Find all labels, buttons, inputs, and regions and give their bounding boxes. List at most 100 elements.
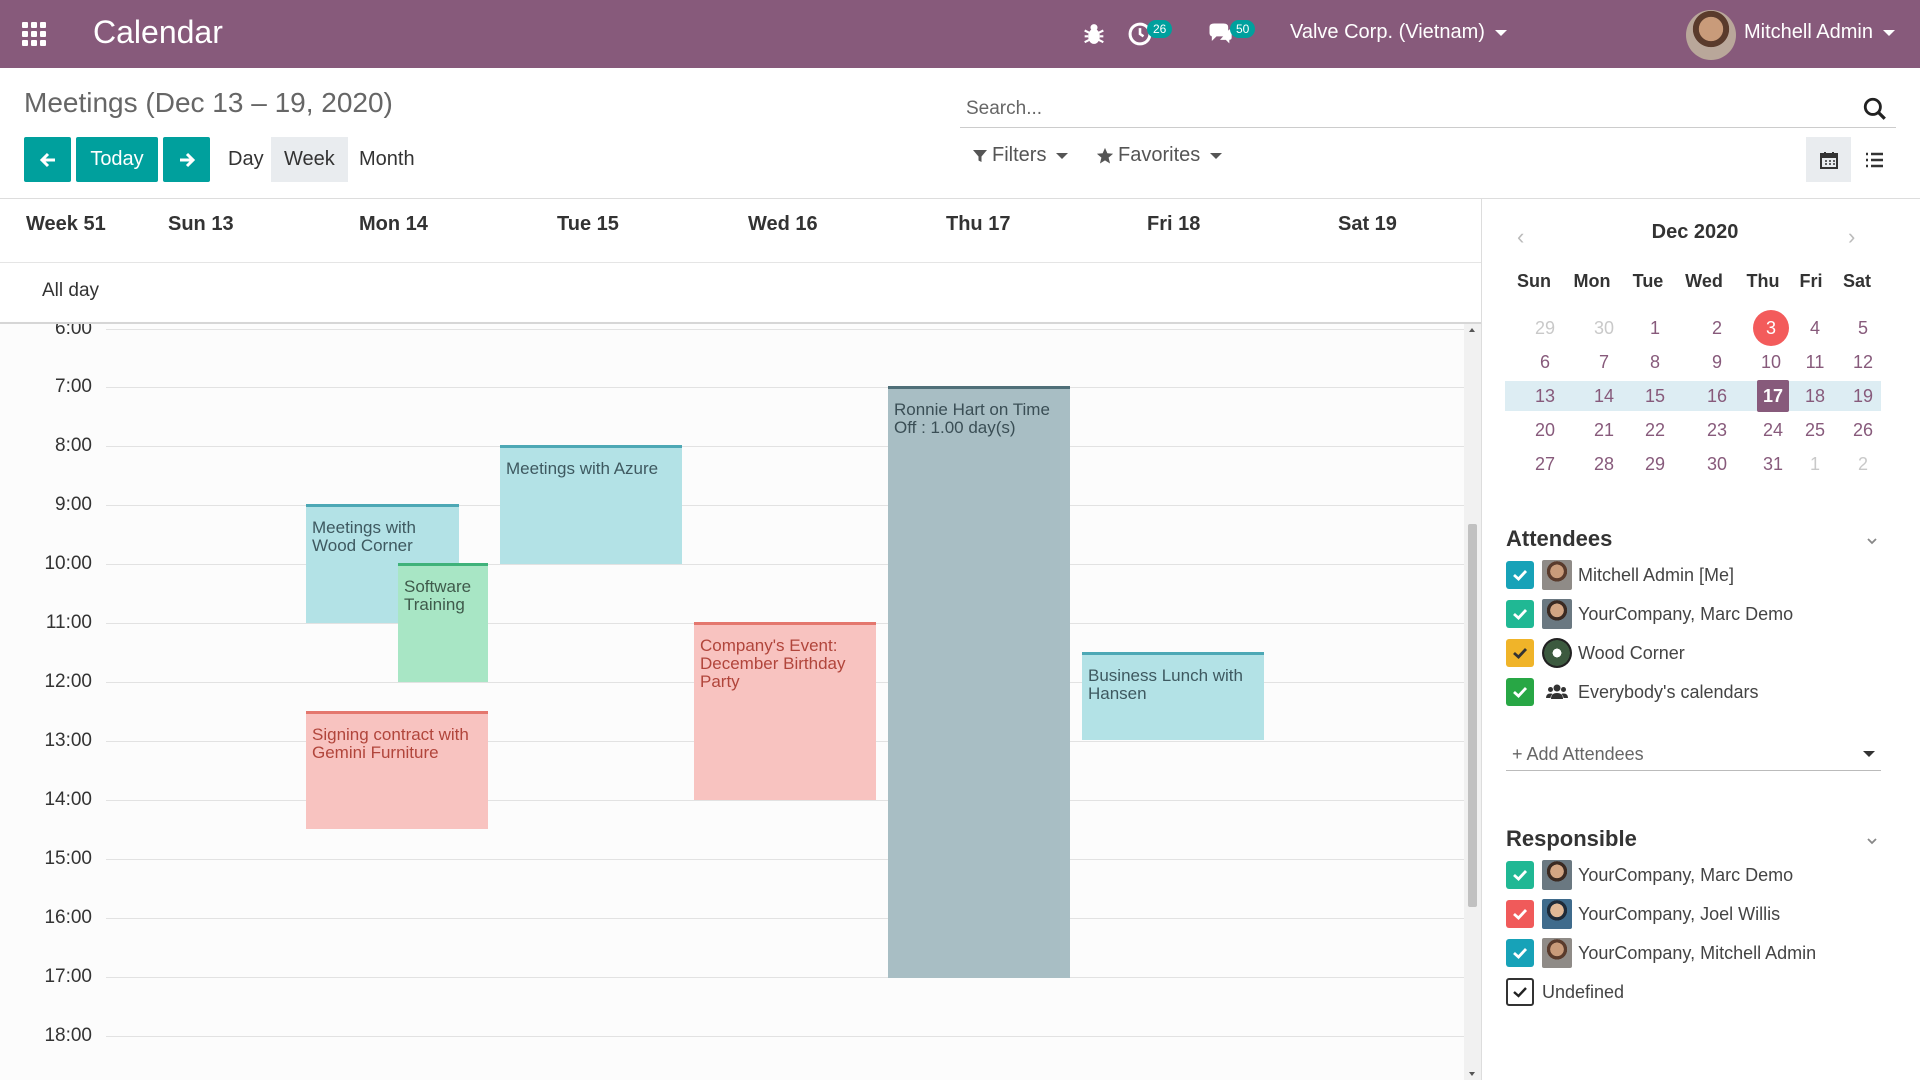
mini-day[interactable]: 22 bbox=[1644, 420, 1666, 440]
calendar-view-button[interactable] bbox=[1806, 137, 1851, 182]
mini-day[interactable]: 2 bbox=[1857, 454, 1868, 474]
calendar-event[interactable]: Signing contract with Gemini Furniture bbox=[306, 711, 488, 829]
add-attendees-field[interactable] bbox=[1506, 737, 1881, 771]
list-view-button[interactable] bbox=[1851, 137, 1896, 182]
mini-day[interactable]: 27 bbox=[1534, 454, 1556, 474]
dropdown-caret-icon[interactable] bbox=[1863, 751, 1875, 757]
mini-day[interactable]: 16 bbox=[1706, 386, 1728, 406]
calendar-event[interactable]: Meetings with Azure bbox=[500, 445, 682, 564]
mini-day[interactable]: 25 bbox=[1804, 420, 1826, 440]
company-switcher[interactable]: Valve Corp. (Vietnam) bbox=[1290, 21, 1507, 44]
add-attendees-input[interactable] bbox=[1512, 741, 1842, 767]
mini-day[interactable]: 12 bbox=[1852, 352, 1874, 372]
mini-day[interactable]: 6 bbox=[1539, 352, 1550, 372]
mini-day[interactable]: 2 bbox=[1711, 318, 1722, 338]
mini-day-selected[interactable]: 17 bbox=[1762, 386, 1784, 406]
mini-day[interactable]: 30 bbox=[1593, 318, 1615, 338]
mini-day[interactable]: 15 bbox=[1644, 386, 1666, 406]
apps-grid-icon[interactable] bbox=[22, 22, 50, 46]
responsible-filter-row[interactable]: YourCompany, Mitchell Admin bbox=[1506, 938, 1816, 968]
calendar-event[interactable]: Company's Event: December Birthday Party bbox=[694, 622, 876, 800]
checkbox[interactable] bbox=[1506, 561, 1534, 589]
search-icon[interactable] bbox=[1862, 96, 1888, 122]
mini-next-month-icon[interactable]: › bbox=[1848, 224, 1856, 249]
day-header-mon[interactable]: Mon 14 bbox=[359, 213, 428, 235]
mini-day[interactable]: 20 bbox=[1534, 420, 1556, 440]
checkbox[interactable] bbox=[1506, 678, 1534, 706]
scale-month-button[interactable]: Month bbox=[359, 148, 415, 170]
attendee-filter-row[interactable]: Mitchell Admin [Me] bbox=[1506, 560, 1734, 590]
mini-day[interactable]: 7 bbox=[1598, 352, 1609, 372]
calendar-event[interactable]: Software Training bbox=[398, 563, 488, 682]
wood-corner-logo bbox=[1542, 638, 1572, 668]
mini-day[interactable]: 1 bbox=[1809, 454, 1820, 474]
mini-day[interactable]: 24 bbox=[1762, 420, 1784, 440]
attendees-title[interactable]: Attendees bbox=[1506, 526, 1613, 551]
attendee-filter-row[interactable]: YourCompany, Marc Demo bbox=[1506, 599, 1793, 629]
grid-scrollbar[interactable] bbox=[1464, 324, 1481, 1080]
scale-day-button[interactable]: Day bbox=[228, 148, 264, 170]
scroll-up-icon[interactable] bbox=[1469, 328, 1475, 332]
scroll-thumb[interactable] bbox=[1468, 524, 1477, 907]
today-button[interactable]: Today bbox=[76, 137, 158, 182]
calendar-event[interactable]: Ronnie Hart on Time Off : 1.00 day(s) bbox=[888, 386, 1070, 978]
favorites-dropdown[interactable]: Favorites bbox=[1096, 144, 1223, 167]
day-header-fri[interactable]: Fri 18 bbox=[1147, 213, 1201, 235]
mini-day[interactable]: 31 bbox=[1762, 454, 1784, 474]
mini-day[interactable]: 19 bbox=[1852, 386, 1874, 406]
mini-day[interactable]: 28 bbox=[1593, 454, 1615, 474]
checkbox[interactable] bbox=[1506, 939, 1534, 967]
attendee-filter-row[interactable]: Everybody's calendars bbox=[1506, 677, 1759, 707]
user-avatar[interactable] bbox=[1686, 10, 1736, 60]
checkbox[interactable] bbox=[1506, 978, 1534, 1006]
user-menu[interactable]: Mitchell Admin bbox=[1744, 21, 1895, 44]
responsible-filter-row[interactable]: Undefined bbox=[1506, 977, 1624, 1007]
day-header-sun[interactable]: Sun 13 bbox=[168, 213, 234, 235]
mini-day[interactable]: 1 bbox=[1649, 318, 1660, 338]
mini-day[interactable]: 23 bbox=[1706, 420, 1728, 440]
mini-day[interactable]: 14 bbox=[1593, 386, 1615, 406]
bug-icon[interactable] bbox=[1080, 20, 1108, 48]
calendar-event[interactable]: Business Lunch with Hansen bbox=[1082, 652, 1264, 740]
mini-day[interactable]: 5 bbox=[1857, 318, 1868, 338]
responsible-filter-row[interactable]: YourCompany, Joel Willis bbox=[1506, 899, 1780, 929]
attendee-label: Mitchell Admin [Me] bbox=[1578, 564, 1735, 585]
mini-day[interactable]: 21 bbox=[1593, 420, 1615, 440]
mini-day[interactable]: 29 bbox=[1534, 318, 1556, 338]
mini-prev-month-icon[interactable]: ‹ bbox=[1517, 224, 1525, 249]
mini-day[interactable]: 8 bbox=[1649, 352, 1660, 372]
app-title[interactable]: Calendar bbox=[93, 14, 223, 50]
mini-day[interactable]: 18 bbox=[1804, 386, 1826, 406]
checkbox[interactable] bbox=[1506, 900, 1534, 928]
checkbox[interactable] bbox=[1506, 600, 1534, 628]
chat-icon[interactable] bbox=[1206, 20, 1234, 48]
filters-dropdown[interactable]: Filters bbox=[972, 144, 1069, 167]
mini-day[interactable]: 26 bbox=[1852, 420, 1874, 440]
mini-day[interactable]: 11 bbox=[1805, 352, 1825, 372]
scroll-down-icon[interactable] bbox=[1469, 1072, 1475, 1076]
page-title: Meetings (Dec 13 – 19, 2020) bbox=[24, 87, 393, 118]
chevron-down-icon[interactable] bbox=[1866, 535, 1878, 547]
mini-day[interactable]: 30 bbox=[1706, 454, 1728, 474]
checkbox[interactable] bbox=[1506, 639, 1534, 667]
search-input[interactable] bbox=[966, 94, 1826, 124]
day-header-sat[interactable]: Sat 19 bbox=[1338, 213, 1397, 235]
time-grid[interactable]: 6:00 7:00 8:00 9:00 10:00 11:00 12:00 13… bbox=[0, 324, 1464, 1080]
mini-day[interactable]: 29 bbox=[1644, 454, 1666, 474]
day-header-wed[interactable]: Wed 16 bbox=[748, 213, 818, 235]
mini-day[interactable]: 13 bbox=[1534, 386, 1556, 406]
prev-button[interactable] bbox=[24, 137, 71, 182]
day-header-thu[interactable]: Thu 17 bbox=[946, 213, 1011, 235]
scale-week-button[interactable]: Week bbox=[271, 137, 348, 182]
next-button[interactable] bbox=[163, 137, 210, 182]
chevron-down-icon[interactable] bbox=[1866, 835, 1878, 847]
mini-day[interactable]: 10 bbox=[1760, 352, 1782, 372]
attendee-filter-row[interactable]: Wood Corner bbox=[1506, 638, 1685, 668]
day-header-tue[interactable]: Tue 15 bbox=[557, 213, 619, 235]
mini-day-today[interactable]: 3 bbox=[1765, 318, 1776, 338]
mini-day[interactable]: 9 bbox=[1711, 352, 1722, 372]
responsible-title[interactable]: Responsible bbox=[1506, 826, 1637, 851]
mini-day[interactable]: 4 bbox=[1809, 318, 1820, 338]
checkbox[interactable] bbox=[1506, 861, 1534, 889]
responsible-filter-row[interactable]: YourCompany, Marc Demo bbox=[1506, 860, 1793, 890]
